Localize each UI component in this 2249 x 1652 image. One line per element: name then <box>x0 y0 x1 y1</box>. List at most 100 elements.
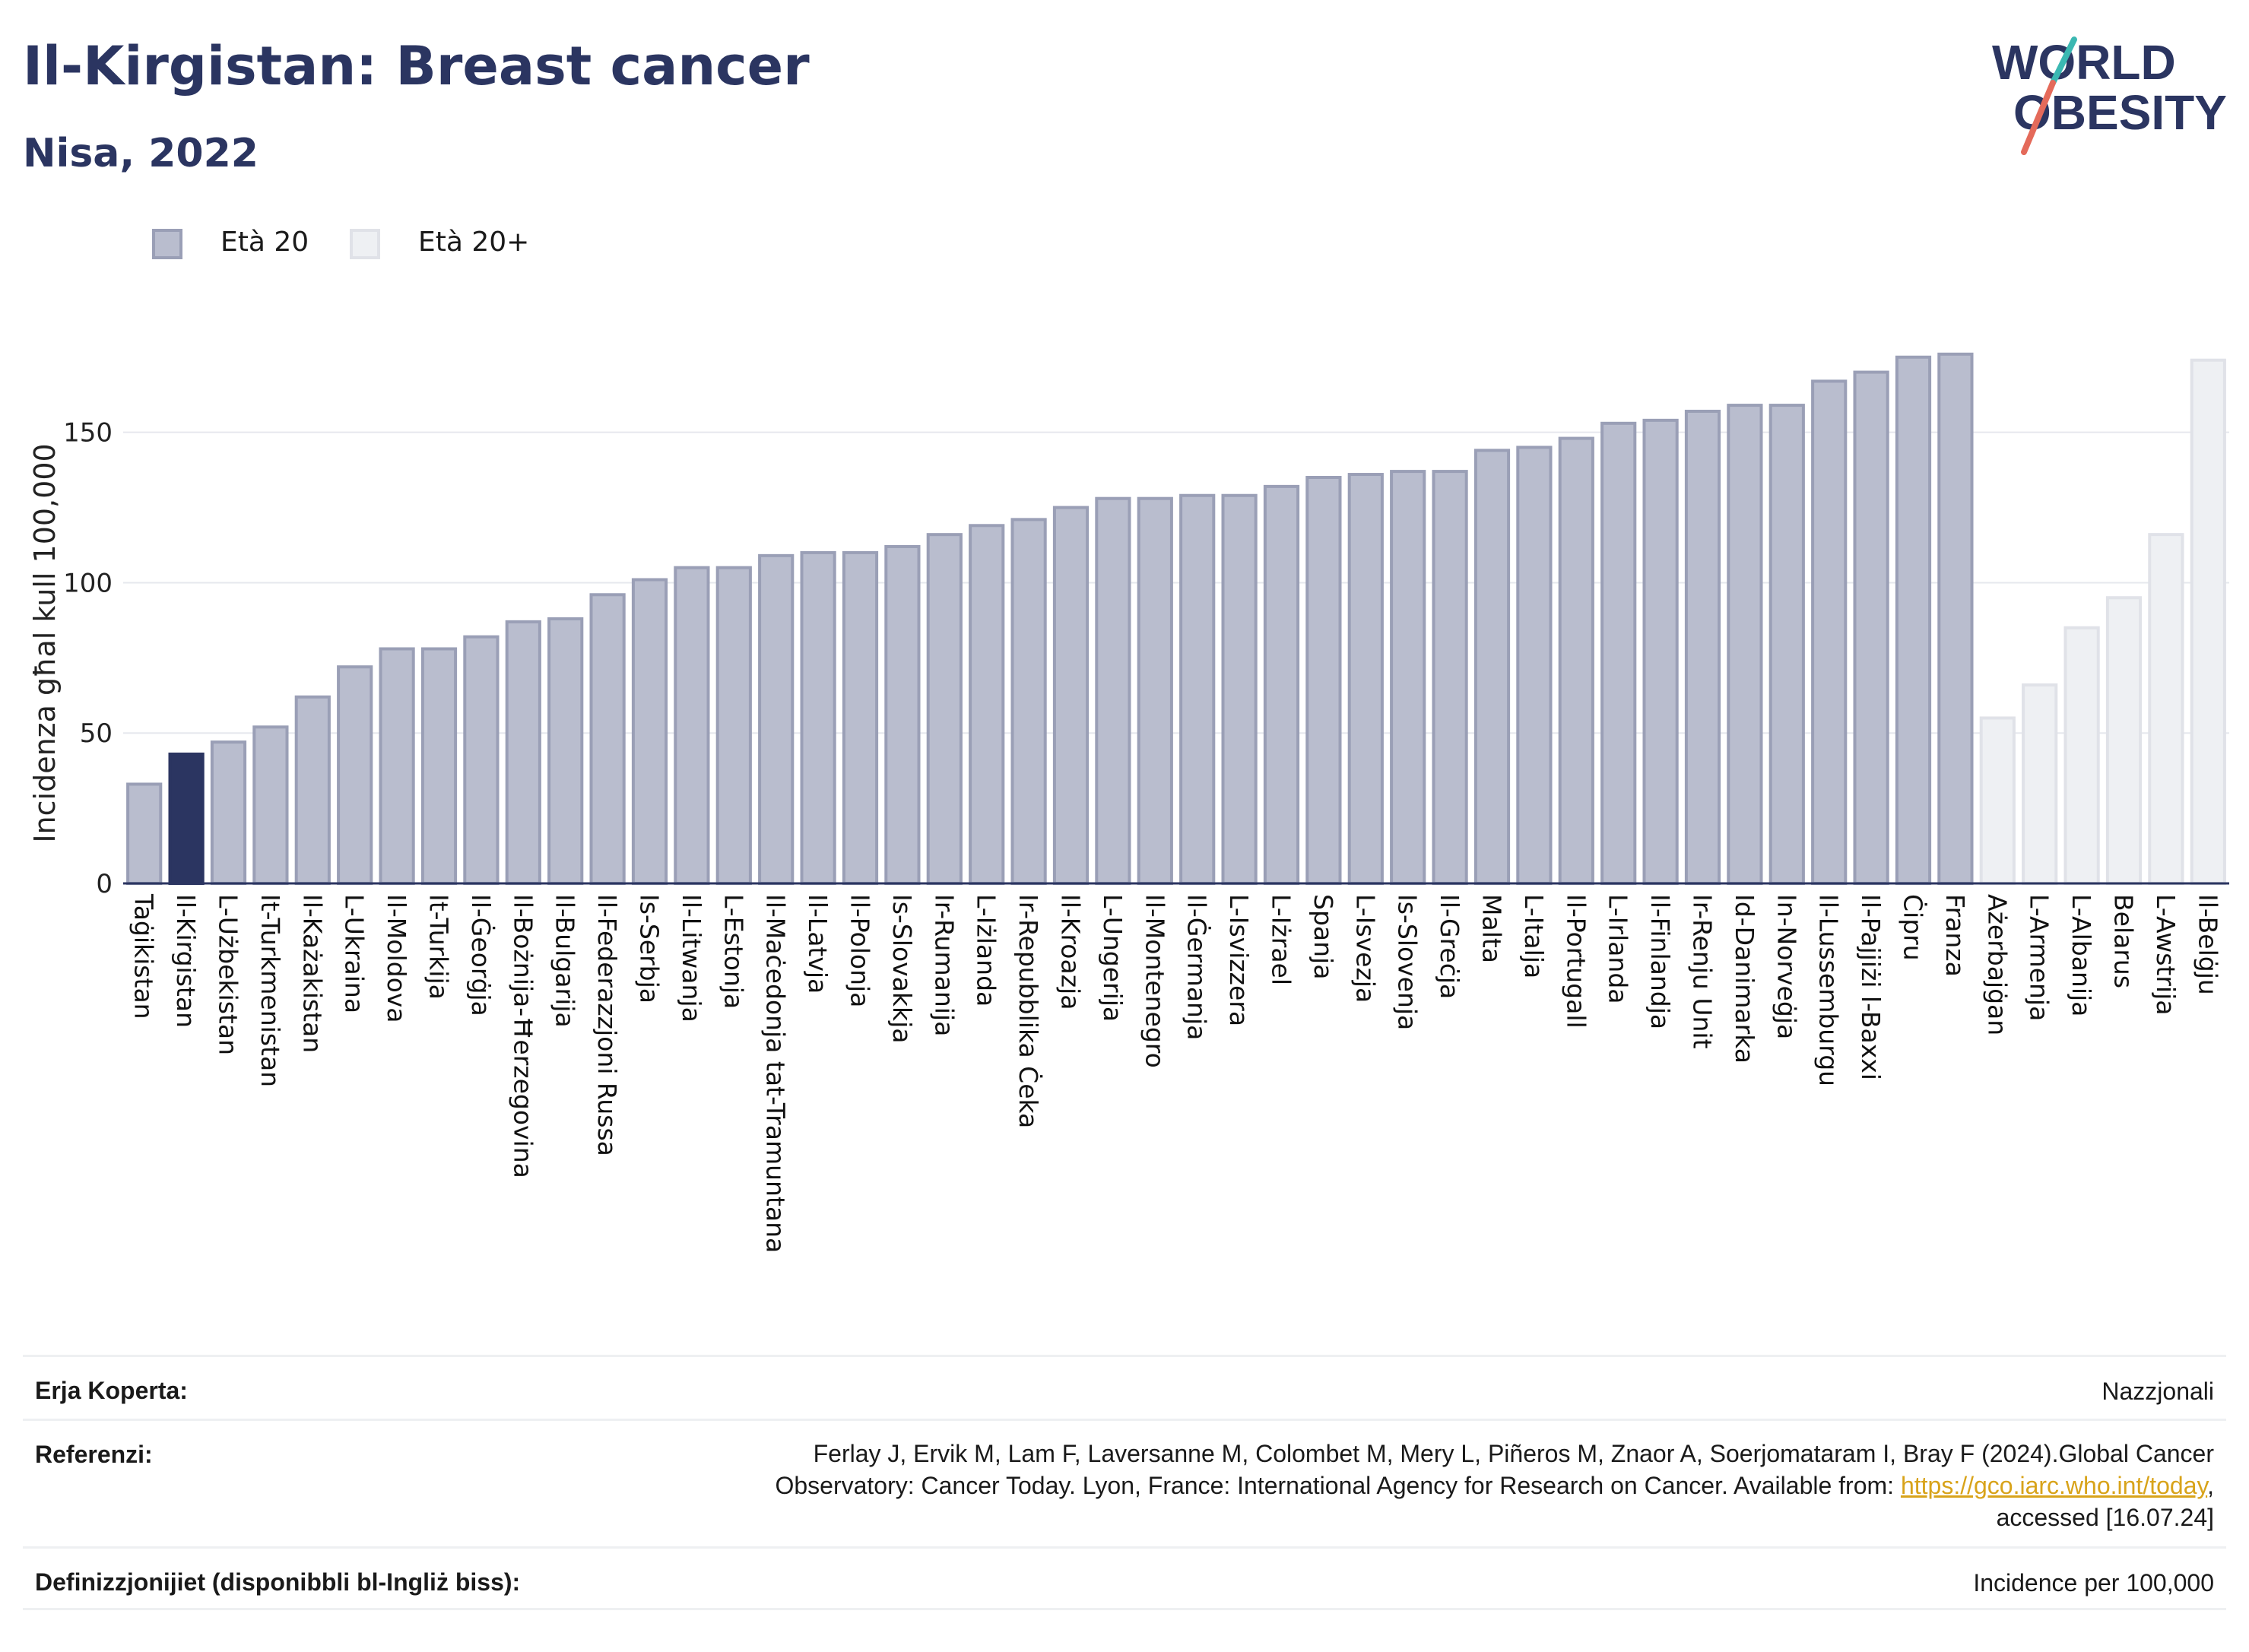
bar <box>126 782 163 886</box>
footer-row-references: Referenzi: Ferlay J, Ervik M, Lam F, Lav… <box>23 1419 2226 1546</box>
references-line-2: Observatory: Cancer Today. Lyon, France:… <box>775 1470 2214 1501</box>
bar <box>1137 496 1173 885</box>
bar <box>1600 421 1637 886</box>
bar <box>1516 446 1553 885</box>
references-line-2-prefix: Observatory: Cancer Today. Lyon, France:… <box>775 1472 1901 1499</box>
x-tick-label: In-Norveġja <box>1772 894 1801 1039</box>
x-tick-label: L-Italja <box>1519 894 1549 978</box>
bar <box>1010 518 1047 885</box>
bar <box>210 740 247 885</box>
x-tick-label: Il-Maċedonja tat-Tramuntana <box>761 894 791 1253</box>
bar <box>1768 404 1805 886</box>
x-tick-label: L-Awstrija <box>2151 894 2181 1015</box>
bar <box>1179 493 1216 885</box>
chart-subtitle: Nisa, 2022 <box>23 131 259 176</box>
bar <box>252 725 289 885</box>
x-tick-label: L-Ungerija <box>1098 894 1128 1022</box>
x-tick-label: Il-Litwanja <box>677 894 706 1023</box>
bar <box>1095 496 1131 885</box>
y-axis-label: Incidenza għal kull 100,000 <box>28 443 62 842</box>
x-tick-label: Il-Montenegro <box>1140 894 1169 1068</box>
x-tick-label: Il-Polonja <box>845 894 875 1007</box>
x-tick-label: Ir-Repubblika Ċeka <box>1013 894 1044 1128</box>
definitions-label: Definizzjonijiet (disponibbli bl-Ingliż … <box>35 1568 521 1596</box>
logo-slash-teal <box>2050 36 2077 86</box>
chart-footer: Erja Koperta: Nazzjonali Referenzi: Ferl… <box>23 1355 2226 1610</box>
x-tick-label: Il-Każakistan <box>297 894 327 1053</box>
bar <box>1558 436 1594 886</box>
bar <box>2190 358 2226 885</box>
legend-swatch-age-20-plus <box>350 229 380 259</box>
x-tick-label: Ir-Renju Unit <box>1688 894 1718 1049</box>
bar <box>547 617 584 885</box>
x-tick-label: Taġikistan <box>129 893 159 1019</box>
x-tick-label: L-Iżlanda <box>972 894 1001 1007</box>
x-tick-label: Malta <box>1477 894 1507 963</box>
bar <box>1684 409 1721 885</box>
x-tick-label: Belarus <box>2109 894 2139 988</box>
x-tick-label: L-Armenja <box>2025 894 2054 1021</box>
x-tick-label: L-Iżrael <box>1267 894 1296 985</box>
x-tick-label: Il-Moldova <box>382 894 411 1023</box>
bar <box>674 566 710 885</box>
footer-row-definitions: Definizzjonijiet (disponibbli bl-Ingliż … <box>23 1546 2226 1610</box>
legend-swatch-age-20 <box>152 229 182 259</box>
bar <box>1853 370 1889 886</box>
x-tick-label: Il-Kroazja <box>1056 894 1086 1010</box>
references-link[interactable]: https://gco.iarc.who.int/today <box>1900 1472 2208 1499</box>
bar <box>1473 449 1511 885</box>
x-tick-label: Il-Belġju <box>2193 894 2222 995</box>
x-tick-label: Il-Finlandja <box>1645 894 1675 1029</box>
y-tick-label: 0 <box>96 869 113 899</box>
bar <box>2022 683 2058 886</box>
x-tick-label: Il-Ġeorġja <box>466 894 496 1016</box>
x-tick-label: L-Isvezja <box>1350 894 1380 1003</box>
bar <box>337 665 373 885</box>
x-tick-label: Il-Lussemburgu <box>1814 894 1844 1086</box>
bar <box>1432 470 1468 886</box>
y-tick-label: 150 <box>63 418 113 449</box>
bar <box>2063 626 2100 885</box>
x-tick-label: Spanja <box>1308 894 1338 979</box>
bar <box>420 647 458 885</box>
x-tick-label: Is-Slovenja <box>1393 894 1423 1030</box>
logo-text-world: WORLD <box>1992 35 2176 90</box>
x-tick-label: Is-Serbja <box>635 894 665 1004</box>
bar <box>1937 352 1974 886</box>
bar <box>1052 506 1090 885</box>
bar <box>715 566 752 885</box>
bar <box>800 550 836 885</box>
legend-label-age-20: Età 20 <box>220 227 309 258</box>
x-tick-label: Il-Pajjiżi l-Baxxi <box>1856 894 1886 1080</box>
bar <box>2148 533 2184 885</box>
bar <box>969 524 1005 885</box>
x-tick-label: Il-Greċja <box>1435 894 1464 999</box>
x-tick-label: Il-Ġermanja <box>1182 894 1213 1040</box>
x-tick-label: L-Irlanda <box>1603 894 1633 1004</box>
logo-slash-coral <box>2021 80 2056 155</box>
bar <box>294 695 331 885</box>
x-tick-label: Ir-Rumanija <box>929 894 959 1036</box>
footer-row-coverage: Erja Koperta: Nazzjonali <box>23 1355 2226 1419</box>
bar <box>1642 418 1679 886</box>
references-text: Ferlay J, Ervik M, Lam F, Laversanne M, … <box>775 1438 2214 1533</box>
bar <box>463 635 500 885</box>
coverage-label: Erja Koperta: <box>35 1377 188 1404</box>
bar <box>1727 404 1763 886</box>
x-tick-label: Il-Bożnija-Ħerzegovina <box>508 894 538 1178</box>
x-tick-label: Il-Portugall <box>1561 894 1591 1029</box>
coverage-value: Nazzjonali <box>2101 1378 2214 1405</box>
references-line-3: accessed [16.07.24] <box>1996 1504 2214 1531</box>
bar <box>1811 379 1848 885</box>
x-tick-label: Il-Federazzjoni Russa <box>592 894 622 1156</box>
bar <box>1305 476 1342 885</box>
bar <box>1347 473 1384 886</box>
bar-highlight <box>168 752 205 886</box>
x-tick-label: Il-Bulgarija <box>550 894 580 1028</box>
definitions-value: Incidence per 100,000 <box>1973 1569 2214 1597</box>
x-tick-label: Id-Danimarka <box>1730 894 1759 1064</box>
references-label: Referenzi: <box>35 1441 153 1468</box>
bar <box>1221 493 1258 885</box>
x-tick-label: It-Turkmenistan <box>255 894 285 1087</box>
